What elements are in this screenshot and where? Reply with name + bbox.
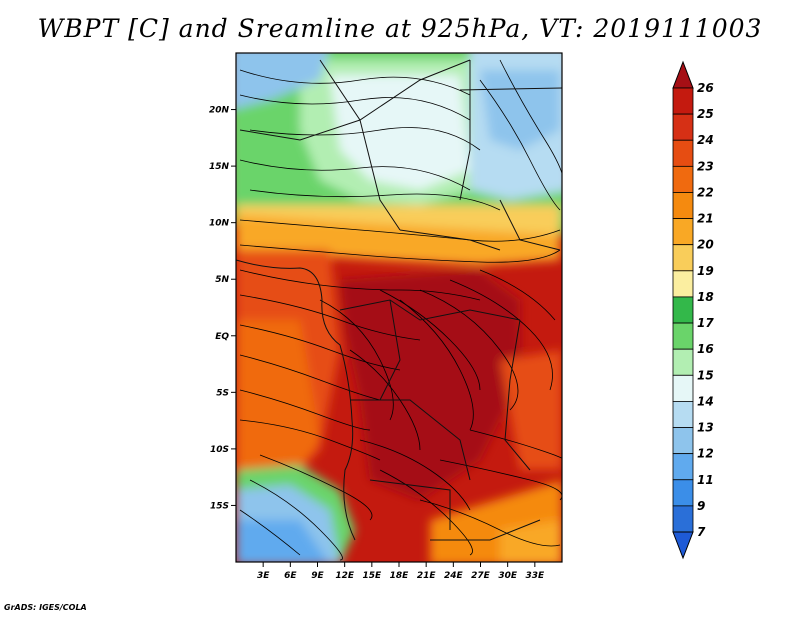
lat-tick-label: 15N: [209, 162, 230, 172]
lon-tick-label: 24E: [444, 571, 464, 581]
colorbar-band: [672, 218, 694, 246]
lon-tick-label: 27E: [471, 571, 491, 581]
colorbar-band: [672, 401, 694, 428]
longitude-axis: 3E 6E 9E 12E 15E 18E 21E 24E 27E 30E 33E: [257, 562, 545, 581]
temperature-shading: [236, 53, 562, 562]
lon-tick-label: 15E: [362, 571, 382, 581]
colorbar-label: 22: [697, 185, 714, 199]
colorbar-band: [672, 505, 694, 533]
colorbar-label: 16: [697, 342, 714, 356]
lat-tick-label: 20N: [209, 106, 230, 116]
lon-tick-label: 9E: [311, 571, 324, 581]
grads-credit: GrADS: IGES/COLA: [4, 603, 87, 612]
colorbar-band: [672, 479, 694, 507]
colorbar-label: 19: [697, 264, 714, 278]
colorbar-band: [672, 165, 694, 193]
colorbar-label: 17: [697, 316, 714, 330]
lon-tick-label: 30E: [498, 571, 518, 581]
colorbar-band: [672, 139, 694, 167]
streamlines: [239, 59, 562, 561]
colorbar-band: [672, 113, 694, 141]
lat-tick-label: 5S: [216, 388, 229, 398]
lon-tick-label: 21E: [417, 571, 437, 581]
colorbar-label: 14: [697, 394, 714, 408]
colorbar-label: 9: [697, 499, 705, 513]
colorbar-band: [672, 270, 694, 298]
colorbar-band: [672, 322, 694, 350]
colorbar-band: [672, 296, 694, 324]
lon-tick-label: 3E: [257, 571, 270, 581]
lat-tick-label: EQ: [215, 332, 229, 342]
colorbar-label: 11: [697, 473, 714, 487]
colorbar-band: [672, 453, 694, 481]
colorbar-label: 18: [697, 290, 714, 304]
map-plot-area: [236, 53, 562, 562]
colorbar-label: 13: [697, 421, 714, 435]
lon-tick-label: 33E: [525, 571, 545, 581]
colorbar-label: 23: [697, 159, 714, 173]
lon-tick-label: 12E: [335, 571, 355, 581]
colorbar-band: [672, 374, 694, 402]
colorbar-band: [672, 427, 694, 455]
colorbar-label: 26: [697, 81, 714, 95]
lat-tick-label: 15S: [210, 501, 229, 511]
colorbar-bottom-arrow: [672, 531, 694, 560]
map-title: WBPT [C] and Sreamline at 925hPa, VT: 20…: [37, 14, 763, 43]
colorbar: 26 25 24 23 22 21 20 19 18 17 16 15 14 13 12 11 9 7: [672, 60, 714, 560]
colorbar-label: 24: [697, 133, 714, 147]
colorbar-label: 21: [697, 212, 714, 226]
colorbar-label: 15: [697, 368, 714, 382]
colorbar-label: 7: [697, 525, 706, 539]
colorbar-band: [672, 348, 694, 376]
lon-tick-label: 18E: [390, 571, 410, 581]
lat-tick-label: 10S: [210, 445, 229, 455]
lat-tick-label: 5N: [215, 275, 229, 285]
colorbar-label: 20: [697, 238, 714, 252]
colorbar-label: 12: [697, 447, 714, 461]
colorbar-band: [672, 244, 694, 272]
colorbar-top-arrow: [672, 60, 694, 89]
colorbar-label: 25: [697, 107, 714, 121]
latitude-axis: 20N 15N 10N 5N EQ 5S 10S 15S: [209, 106, 236, 511]
colorbar-band: [672, 87, 694, 115]
lon-tick-label: 6E: [284, 571, 297, 581]
colorbar-band: [672, 192, 694, 219]
lat-tick-label: 10N: [209, 219, 230, 229]
country-borders: [236, 59, 562, 541]
